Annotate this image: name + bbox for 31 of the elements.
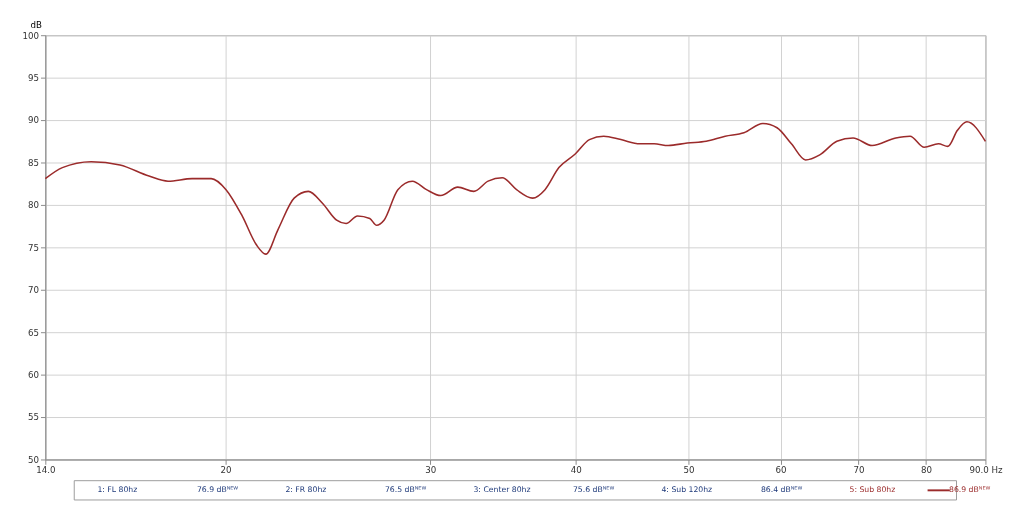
y-tick-label: 80 bbox=[28, 200, 40, 211]
x-tick-label: 50 bbox=[683, 465, 695, 476]
y-tick-label: 60 bbox=[28, 370, 40, 381]
y-tick-label: 90 bbox=[28, 115, 40, 126]
y-tick-label: 65 bbox=[28, 327, 40, 338]
text: 75.6 dBᴺᴱᵂ bbox=[572, 485, 615, 495]
x-tick-label: 60 bbox=[775, 465, 787, 476]
text: 1: FL 80hz bbox=[97, 485, 138, 495]
y-tick-label: 75 bbox=[28, 242, 40, 253]
x-tick-label: 30 bbox=[425, 465, 437, 476]
text: 2: FR 80hz bbox=[285, 485, 327, 495]
y-tick-label: 50 bbox=[28, 454, 40, 465]
text: 76.5 dBᴺᴱᵂ bbox=[384, 485, 427, 495]
text: 86.4 dBᴺᴱᵂ bbox=[760, 485, 803, 495]
x-tick-label: 14.0 bbox=[36, 465, 56, 476]
text: 5: Sub 80hz bbox=[849, 485, 896, 495]
y-tick-label: 55 bbox=[28, 412, 40, 423]
x-tick-label: 70 bbox=[853, 465, 865, 476]
text: 76.9 dBᴺᴱᵂ bbox=[196, 485, 239, 495]
text: 86.9 dBᴺᴱᵂ bbox=[948, 485, 991, 495]
text: 4: Sub 120hz bbox=[661, 485, 713, 495]
x-tick-label: 80 bbox=[920, 465, 932, 476]
x-tick-label: 90.0 Hz bbox=[969, 465, 1003, 476]
y-axis-title: dB bbox=[30, 20, 42, 30]
y-tick-label: 100 bbox=[22, 30, 40, 41]
y-tick-label: 70 bbox=[28, 285, 40, 296]
y-tick-label: 95 bbox=[28, 73, 40, 84]
y-tick-label: 85 bbox=[28, 157, 40, 168]
x-tick-label: 20 bbox=[220, 465, 232, 476]
x-tick-label: 40 bbox=[570, 465, 582, 476]
text: 3: Center 80hz bbox=[473, 485, 531, 495]
